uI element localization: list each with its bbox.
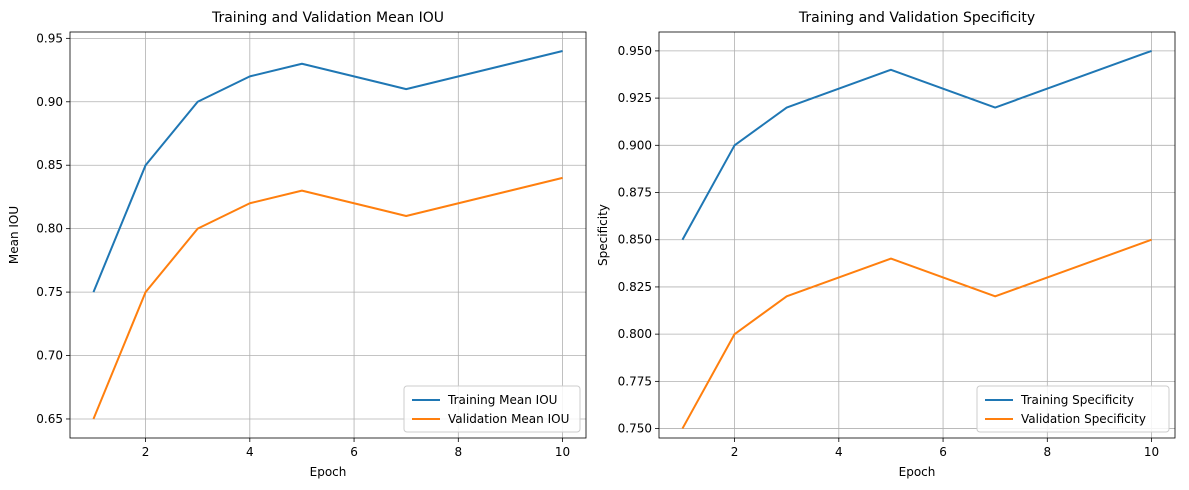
spec-legend-box <box>976 385 1170 433</box>
iou-y-tick-label: 0.90 <box>36 95 63 109</box>
iou-legend: Training Mean IOU Validation Mean IOU <box>403 385 581 433</box>
iou-y-tick-label: 0.70 <box>36 349 63 363</box>
spec-legend-label-validation: Validation Specificity <box>1021 412 1146 426</box>
iou-series-validation-line <box>92 176 563 420</box>
spec-legend-label-training: Training Specificity <box>1020 393 1134 407</box>
iou-x-tick-label: 4 <box>246 445 254 459</box>
iou-y-tick-label: 0.75 <box>36 285 63 299</box>
iou-y-tick-label: 0.95 <box>36 31 63 45</box>
spec-y-tick-label: 0.900 <box>618 138 652 152</box>
iou-x-tick-label: 6 <box>350 445 358 459</box>
chart-mean-iou: 2 4 6 8 10 0.65 0.70 0.75 0.80 0.85 0.90 0.95 Traini… <box>7 10 587 479</box>
iou-y-tick-label: 0.80 <box>36 222 63 236</box>
spec-y-axis-label: Specificity <box>596 204 610 266</box>
spec-y-tick-label: 0.950 <box>618 44 652 58</box>
iou-y-axis-label: Mean IOU <box>7 206 21 264</box>
spec-y-tick-label: 0.825 <box>618 280 652 294</box>
iou-legend-box <box>403 385 581 433</box>
iou-legend-label-training: Training Mean IOU <box>447 393 557 407</box>
spec-y-tick-label: 0.775 <box>618 374 652 388</box>
spec-x-axis-label: Epoch <box>899 465 936 479</box>
iou-plot-frame <box>69 31 587 439</box>
spec-x-tick-label: 10 <box>1144 445 1159 459</box>
iou-y-tick-label: 0.65 <box>36 412 63 426</box>
spec-x-tick-label: 2 <box>731 445 739 459</box>
spec-x-tick-label: 4 <box>835 445 843 459</box>
spec-y-tick-label: 0.800 <box>618 327 652 341</box>
spec-y-tick-label: 0.850 <box>618 233 652 247</box>
iou-x-axis-label: Epoch <box>310 465 347 479</box>
spec-plot-frame <box>658 31 1176 439</box>
iou-x-tick-label: 2 <box>142 445 150 459</box>
spec-y-tick-label: 0.925 <box>618 91 652 105</box>
iou-y-tick-label: 0.85 <box>36 158 63 172</box>
iou-series-training-line <box>92 50 563 293</box>
spec-series-training-line <box>681 49 1152 241</box>
spec-x-tick-label: 6 <box>939 445 947 459</box>
iou-chart-title: Training and Validation Mean IOU <box>211 10 444 26</box>
chart-specificity: 2 4 6 8 10 0.750 0.775 0.800 0.825 0.850 0.875 0.90… <box>596 10 1176 479</box>
iou-legend-label-validation: Validation Mean IOU <box>448 412 569 426</box>
iou-x-tick-label: 8 <box>454 445 462 459</box>
spec-chart-title: Training and Validation Specificity <box>798 10 1035 26</box>
spec-y-tick-label: 0.750 <box>618 422 652 436</box>
spec-legend: Training Specificity Validation Specifici… <box>976 385 1170 433</box>
spec-x-tick-label: 8 <box>1043 445 1051 459</box>
spec-y-tick-label: 0.875 <box>618 186 652 200</box>
spec-series-validation-line <box>681 238 1152 430</box>
iou-x-tick-label: 10 <box>555 445 570 459</box>
